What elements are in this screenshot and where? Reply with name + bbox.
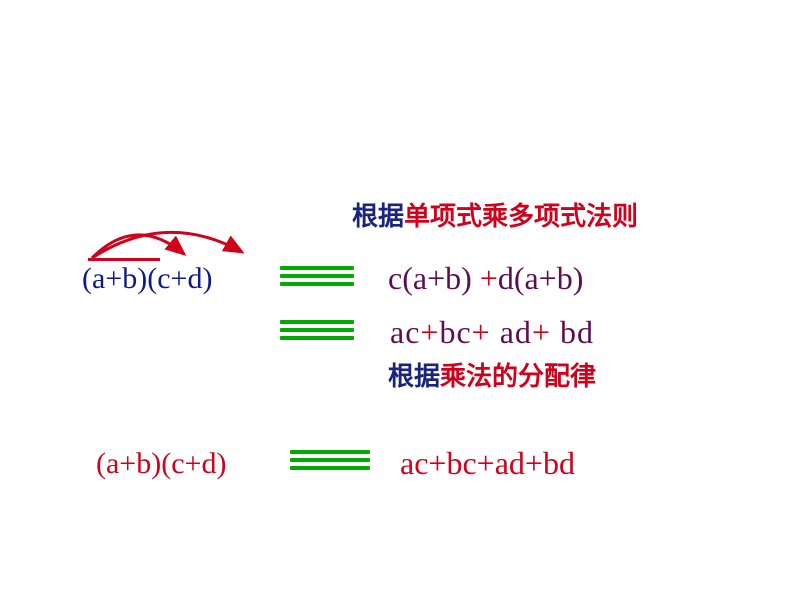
expr-bottom-right: ac+bc+ad+bd: [400, 445, 575, 482]
plus-2c: +: [532, 314, 551, 350]
caption2-tail: 乘法的分配律: [440, 362, 596, 391]
overline-a-plus-b: [88, 258, 160, 261]
expr-right-step2: ac+bc+ ad+ bd: [390, 314, 594, 351]
caption1-prefix: 根据: [352, 202, 404, 231]
plus-1: +: [480, 260, 498, 296]
plus-2a: +: [420, 314, 439, 350]
caption-rule-2: 根据乘法的分配律: [388, 356, 596, 393]
equals-sign-3: [290, 450, 370, 470]
distribution-arrows: [86, 218, 266, 262]
term-ad: ad: [491, 314, 532, 350]
equals-sign-2: [280, 320, 354, 340]
expr-bottom-left: (a+b)(c+d): [96, 447, 226, 481]
term-d-ab: d(a+b): [498, 260, 584, 296]
caption-rule-1: 根据单项式乘多项式法则: [352, 196, 638, 233]
expr-right-step1: c(a+b) +d(a+b): [388, 260, 583, 297]
term-c-ab: c(a+b): [388, 260, 480, 296]
plus-2b: +: [472, 314, 491, 350]
equals-sign-1: [280, 266, 354, 286]
caption2-prefix: 根据: [388, 362, 440, 391]
expr-left-product: (a+b)(c+d): [82, 262, 212, 296]
term-ac: ac: [390, 314, 420, 350]
caption1-tail: 单项式乘多项式法则: [404, 202, 638, 231]
term-bd: bd: [551, 314, 594, 350]
term-bc: bc: [439, 314, 471, 350]
